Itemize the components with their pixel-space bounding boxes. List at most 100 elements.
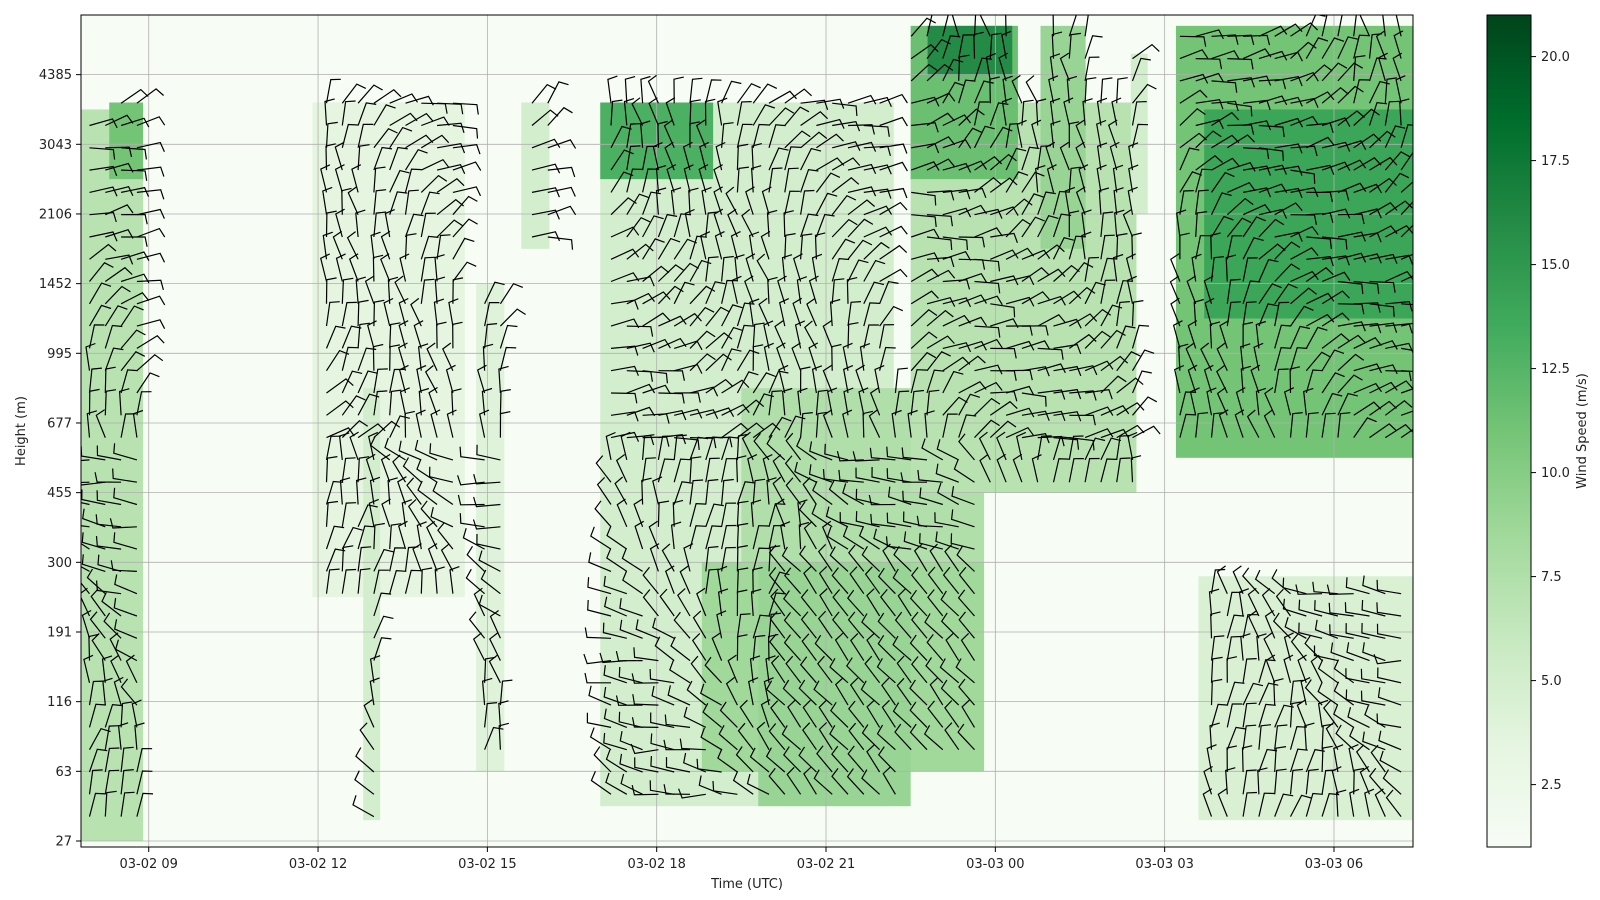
wind-barb — [818, 565, 833, 595]
wind-barb — [421, 116, 450, 127]
wind-barb — [626, 193, 650, 216]
wind-barb — [1353, 183, 1383, 194]
wind-barb — [846, 657, 865, 684]
wind-barb — [1375, 30, 1386, 59]
wind-barb — [125, 654, 138, 684]
wind-barb — [1209, 321, 1221, 349]
wind-barb — [420, 212, 436, 238]
y-tick-label: 191 — [47, 625, 72, 640]
wind-barb — [436, 164, 466, 175]
wind-barb — [1232, 565, 1244, 594]
wind-barb — [674, 363, 703, 374]
wind-barb — [926, 351, 951, 372]
wind-barb — [802, 699, 817, 728]
wind-barb — [830, 701, 849, 728]
wind-barb — [1210, 232, 1221, 260]
wind-barb — [352, 795, 375, 818]
wind-barb — [772, 476, 786, 505]
wind-barb — [466, 545, 486, 572]
colorbar-gradient — [1486, 14, 1532, 848]
wind-barb — [876, 658, 896, 684]
wind-barb — [1306, 164, 1335, 175]
wind-barb — [673, 312, 702, 327]
wind-barb — [97, 554, 122, 572]
wind-barb — [661, 543, 675, 572]
wind-barb — [325, 325, 346, 349]
wind-barb — [384, 437, 406, 461]
wind-barb — [825, 506, 849, 528]
wind-barb — [990, 391, 1018, 402]
wind-barb — [1305, 412, 1319, 438]
wind-barb — [909, 701, 928, 728]
wind-barb — [1353, 382, 1382, 394]
wind-barb — [368, 498, 379, 527]
wind-barb — [1304, 679, 1323, 706]
wind-barb — [989, 102, 1009, 126]
wind-barb — [1227, 58, 1254, 70]
wind-barb — [473, 474, 501, 485]
wind-barb — [1379, 750, 1402, 773]
wind-barb — [783, 746, 802, 773]
wind-barb — [631, 673, 659, 684]
wind-barb — [781, 546, 801, 572]
wind-barb — [1084, 360, 1114, 372]
wind-barb — [942, 189, 971, 200]
wind-barb — [737, 399, 765, 416]
wind-barb — [325, 349, 350, 372]
wind-barb — [1335, 789, 1347, 817]
wind-barb — [1037, 410, 1066, 422]
wind-barb — [686, 680, 707, 706]
wind-barb — [1037, 295, 1066, 306]
wind-barb — [935, 463, 959, 483]
wind-barb — [768, 124, 786, 148]
wind-barb — [1179, 73, 1209, 84]
wind-barb — [958, 160, 987, 171]
wind-barb — [373, 127, 398, 149]
wind-barb — [1210, 568, 1226, 594]
wind-barb — [1274, 793, 1294, 817]
wind-barb — [911, 214, 937, 227]
wind-barb — [772, 454, 786, 483]
wind-barb — [863, 124, 890, 137]
wind-barb — [626, 123, 641, 148]
wind-barb — [642, 215, 664, 238]
wind-barb — [1001, 30, 1012, 59]
wind-barb — [365, 453, 376, 483]
wind-barb — [702, 703, 722, 728]
wind-barb — [942, 162, 972, 173]
wind-barb — [1210, 678, 1223, 706]
wind-barb — [725, 186, 738, 215]
wind-barb — [877, 612, 896, 639]
wind-barb — [765, 747, 786, 773]
wind-barb — [664, 565, 675, 594]
wind-barb — [910, 44, 939, 60]
wind-barb — [910, 389, 924, 416]
wind-barb — [1170, 297, 1181, 327]
wind-barb — [704, 656, 723, 684]
wind-barb — [863, 188, 892, 199]
wind-barb — [489, 610, 501, 639]
wind-barb — [484, 281, 505, 305]
wind-barb — [452, 161, 482, 171]
wind-barb — [1114, 209, 1125, 238]
wind-barb — [1258, 164, 1287, 175]
wind-barb — [105, 204, 134, 216]
wind-barb — [831, 567, 849, 595]
wind-barb — [958, 34, 974, 59]
wind-barb — [1178, 343, 1189, 371]
wind-barb — [623, 98, 635, 126]
wind-barb — [587, 577, 612, 595]
wind-barb — [1084, 330, 1111, 349]
wind-barb — [398, 440, 422, 461]
wind-barb — [1116, 301, 1130, 327]
wind-barb — [1353, 337, 1382, 349]
wind-barb — [1322, 190, 1350, 201]
wind-barb — [1241, 745, 1253, 773]
wind-barb — [973, 15, 977, 37]
wind-barb — [735, 746, 754, 773]
wind-barb — [910, 351, 937, 372]
wind-barb — [389, 389, 402, 416]
wind-barb — [831, 238, 856, 260]
wind-barb — [109, 518, 137, 529]
wind-barb — [752, 614, 771, 639]
